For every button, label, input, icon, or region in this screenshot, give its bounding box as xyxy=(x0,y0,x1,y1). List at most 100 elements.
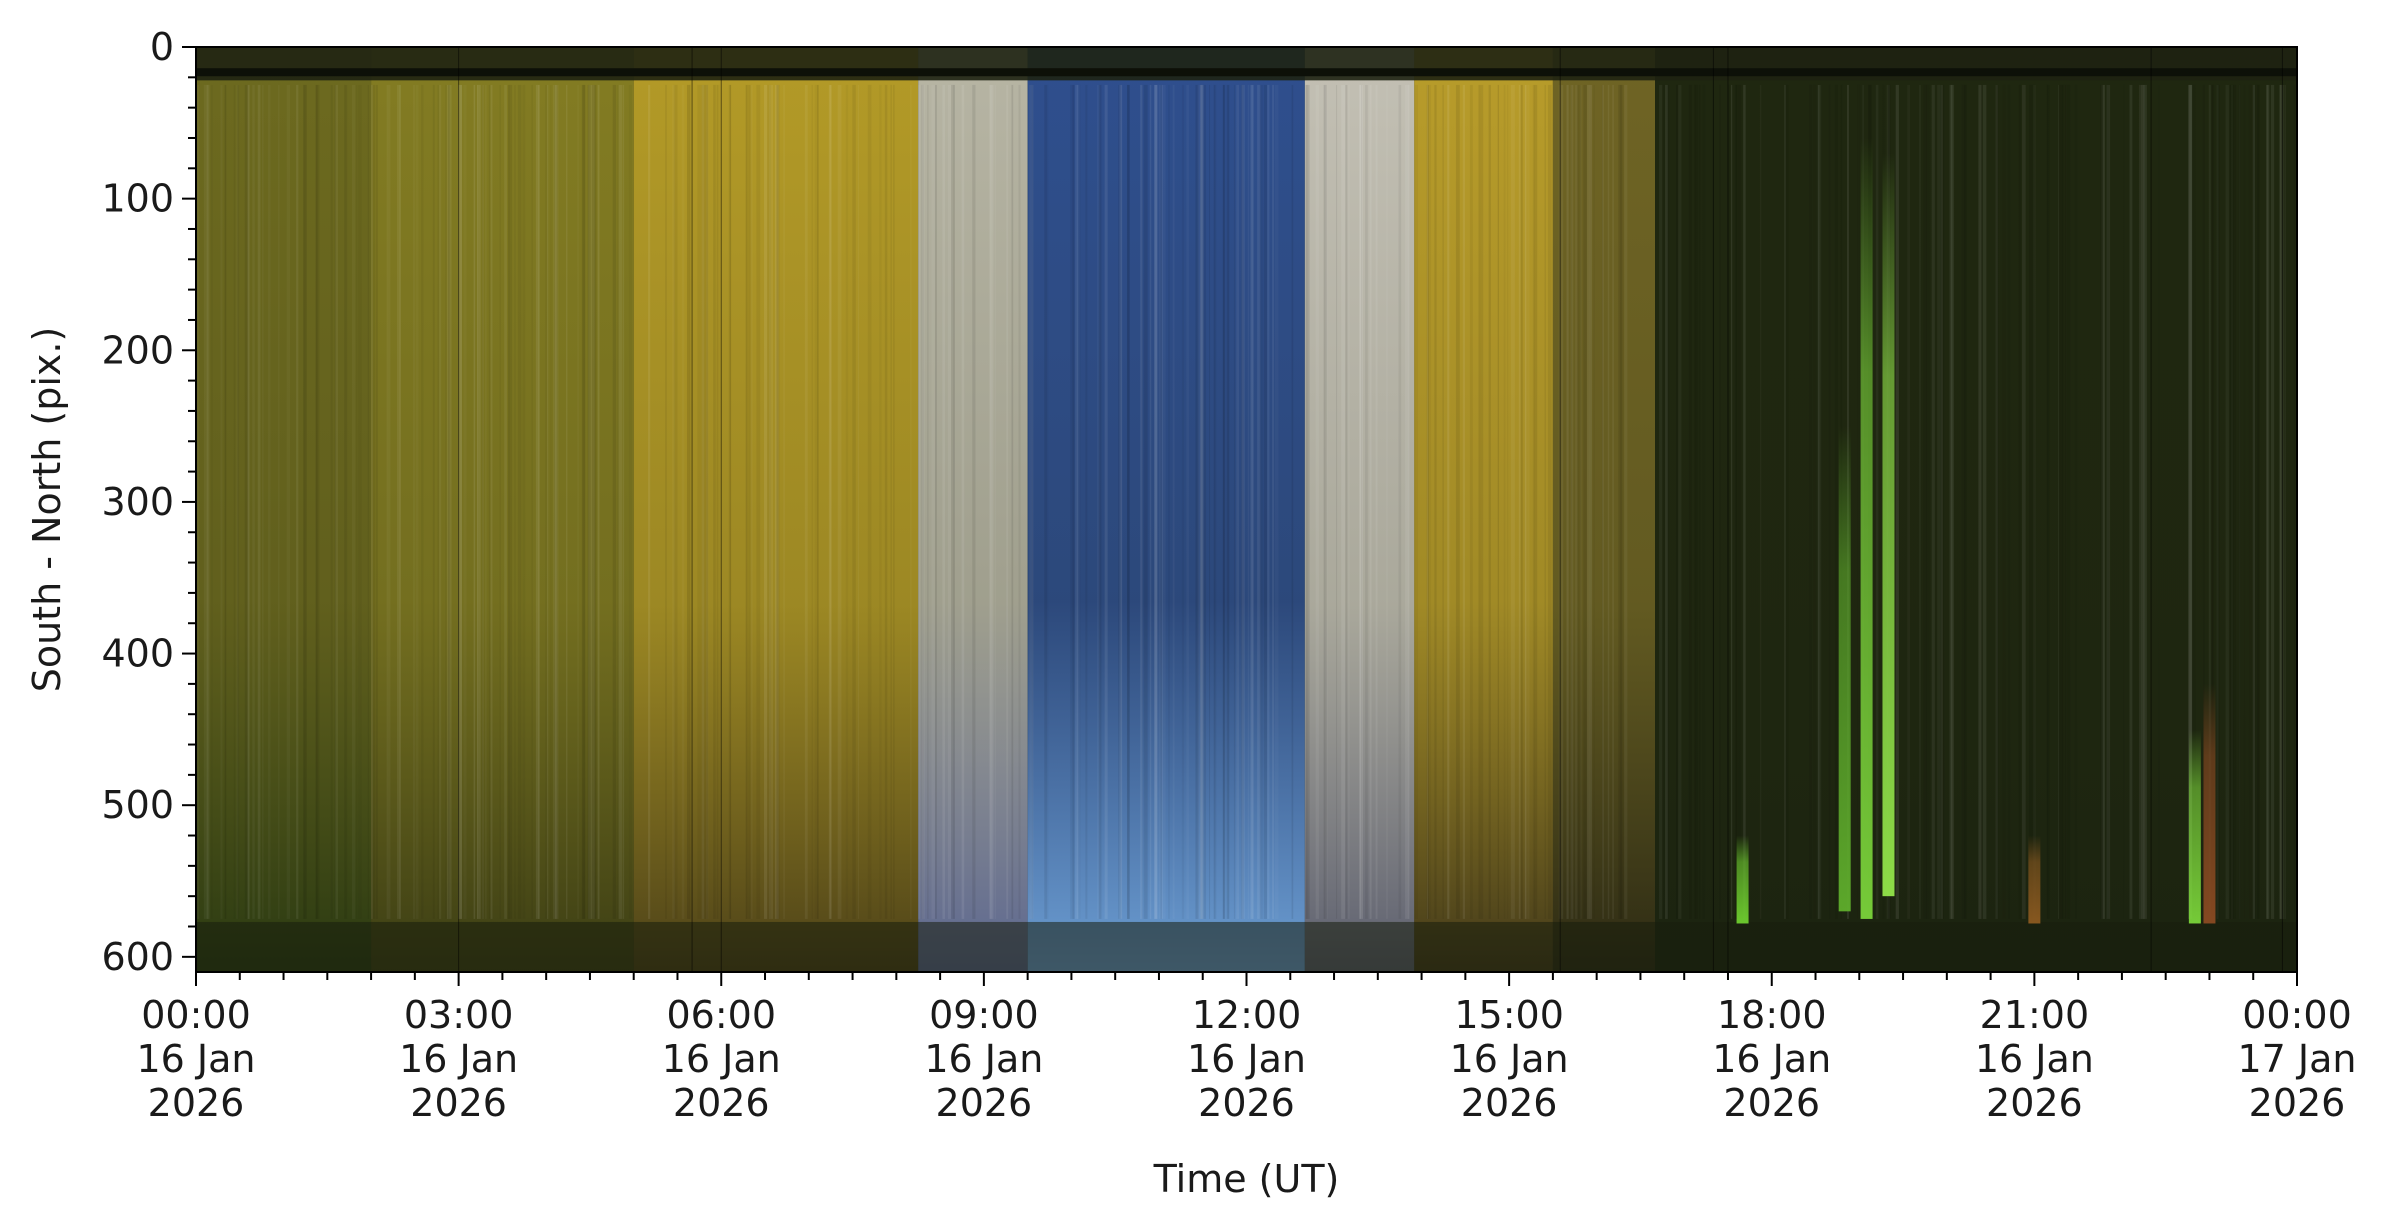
streak xyxy=(1760,85,1762,919)
streak xyxy=(673,84,678,919)
streak xyxy=(2216,84,2220,919)
streak xyxy=(2230,84,2234,919)
y-axis-title: South - North (pix.) xyxy=(25,327,69,693)
streak xyxy=(729,84,732,919)
streak xyxy=(2252,84,2254,919)
streak xyxy=(879,85,881,919)
streak xyxy=(244,84,249,919)
streak xyxy=(1076,84,1080,919)
streak xyxy=(2143,84,2147,919)
streak xyxy=(335,84,339,919)
streak xyxy=(1694,84,1699,919)
streak xyxy=(488,84,491,919)
streak xyxy=(421,84,424,919)
streak xyxy=(386,85,387,919)
streak xyxy=(1624,84,1628,919)
streak xyxy=(1586,84,1590,919)
streak xyxy=(287,85,290,919)
streak xyxy=(1323,84,1328,919)
streak xyxy=(1414,84,1417,919)
streak xyxy=(1251,84,1254,919)
streak xyxy=(2032,84,2035,919)
streak xyxy=(1734,84,1738,919)
streak xyxy=(701,84,706,919)
streak xyxy=(1941,84,1945,919)
streak xyxy=(972,84,976,919)
streak xyxy=(1240,84,1244,919)
streak xyxy=(2033,85,2035,919)
streak xyxy=(2057,84,2060,919)
streak xyxy=(304,84,307,919)
streak xyxy=(1524,84,1527,919)
streak xyxy=(1426,84,1430,919)
streak xyxy=(257,84,261,919)
streak xyxy=(220,85,222,919)
streak xyxy=(2008,85,2011,919)
streak xyxy=(330,84,333,919)
streak xyxy=(447,84,450,919)
streak xyxy=(2225,84,2229,919)
streak xyxy=(1369,84,1372,919)
streak xyxy=(553,84,558,919)
streak xyxy=(829,84,832,919)
streak xyxy=(989,84,994,919)
streak xyxy=(682,85,685,919)
streak xyxy=(728,84,732,919)
streak xyxy=(334,84,336,919)
streak xyxy=(1520,84,1523,919)
y-tick-label: 200 xyxy=(101,328,174,372)
streak xyxy=(537,84,540,919)
top-dark-line xyxy=(196,68,2297,77)
streak xyxy=(1200,84,1203,919)
streak xyxy=(1694,85,1696,919)
streak xyxy=(951,84,955,919)
streak xyxy=(387,84,391,919)
streak xyxy=(1593,84,1595,919)
x-tick-label: 12:00 16 Jan 2026 xyxy=(1187,993,1306,1125)
streak xyxy=(2284,84,2286,919)
streak xyxy=(1981,84,1983,919)
streak xyxy=(1267,84,1270,919)
plot-area xyxy=(196,47,2297,972)
streak xyxy=(1127,84,1130,919)
sky-segment xyxy=(633,47,919,972)
streak xyxy=(247,84,251,919)
streak xyxy=(1497,84,1499,919)
streak xyxy=(237,84,240,919)
streak xyxy=(514,84,516,919)
streak xyxy=(1006,84,1009,919)
streak xyxy=(1315,84,1319,919)
streak xyxy=(1359,84,1362,919)
x-tick-label: 06:00 16 Jan 2026 xyxy=(662,993,781,1125)
streak xyxy=(745,84,748,919)
streak xyxy=(1104,84,1108,919)
streak xyxy=(1323,84,1326,919)
streak xyxy=(1730,84,1733,919)
streak xyxy=(225,84,227,919)
streak xyxy=(553,84,557,919)
streak xyxy=(296,84,299,919)
streak xyxy=(1085,84,1088,919)
streak xyxy=(1895,84,1899,919)
streak xyxy=(1073,84,1075,919)
streak xyxy=(1817,84,1820,919)
streak xyxy=(1226,84,1230,919)
streak xyxy=(1154,84,1159,919)
streak xyxy=(1688,84,1692,919)
streak xyxy=(1172,84,1175,919)
streak xyxy=(622,84,625,919)
streak xyxy=(581,84,586,919)
streak xyxy=(1070,84,1074,919)
streak xyxy=(2293,84,2296,919)
streak xyxy=(2192,84,2196,919)
streak xyxy=(1227,84,1230,919)
streak xyxy=(1427,84,1429,919)
streak xyxy=(697,84,702,919)
streak xyxy=(2218,84,2220,919)
streak xyxy=(934,84,937,919)
streak xyxy=(852,84,856,919)
streak xyxy=(432,84,435,919)
streak xyxy=(1275,85,1279,919)
streak xyxy=(252,84,255,919)
streak xyxy=(1365,84,1368,919)
